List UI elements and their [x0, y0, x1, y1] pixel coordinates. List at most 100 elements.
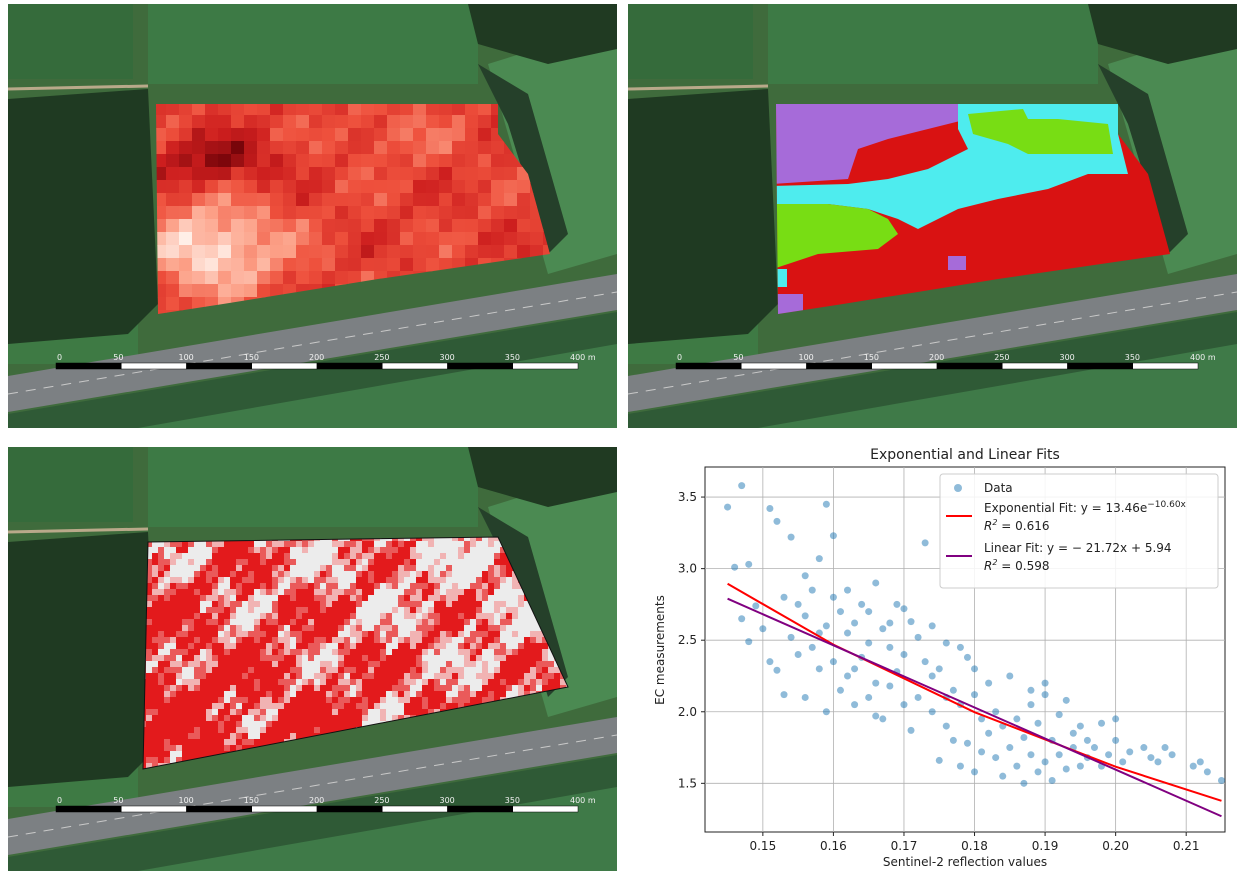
ec-cell — [230, 619, 236, 625]
ec-cell — [158, 559, 164, 565]
ec-cell — [164, 637, 170, 643]
ec-cell — [536, 655, 542, 661]
ec-cell — [320, 583, 326, 589]
ec-cell — [188, 661, 194, 667]
ec-cell — [374, 583, 380, 589]
ec-cell — [410, 679, 416, 685]
ec-cell — [362, 661, 368, 667]
ec-cell — [326, 595, 332, 601]
ec-cell — [212, 709, 218, 715]
ec-cell — [512, 613, 518, 619]
ec-cell — [284, 685, 290, 691]
ec-cell — [290, 655, 296, 661]
data-point — [795, 651, 802, 658]
heat-cell — [413, 258, 427, 272]
ec-cell — [440, 697, 446, 703]
ec-cell — [344, 559, 350, 565]
ec-cell — [158, 751, 164, 757]
ec-cell — [404, 571, 410, 577]
ec-cell — [362, 595, 368, 601]
ec-cell — [368, 715, 374, 721]
ec-cell — [536, 637, 542, 643]
heat-cell — [322, 167, 336, 181]
ec-cell — [260, 625, 266, 631]
ec-cell — [176, 643, 182, 649]
ec-cell — [446, 541, 452, 547]
heat-cell — [491, 219, 505, 233]
ec-cell — [374, 709, 380, 715]
ec-cell — [386, 715, 392, 721]
ec-cell — [440, 643, 446, 649]
ec-cell — [320, 667, 326, 673]
ec-cell — [164, 553, 170, 559]
ec-cell — [248, 541, 254, 547]
ec-cell — [302, 559, 308, 565]
ec-cell — [422, 697, 428, 703]
ec-cell — [242, 631, 248, 637]
ec-cell — [488, 553, 494, 559]
ec-cell — [332, 541, 338, 547]
ec-cell — [290, 649, 296, 655]
figure: 050100150200250300350400 m05010015020025… — [0, 0, 1238, 871]
ec-cell — [254, 697, 260, 703]
ec-cell — [488, 637, 494, 643]
ec-cell — [344, 715, 350, 721]
ec-cell — [428, 625, 434, 631]
ec-cell — [362, 553, 368, 559]
legend-text: Linear Fit: y = − 21.72x + 5.94 — [984, 541, 1172, 555]
ec-cell — [356, 691, 362, 697]
ec-cell — [206, 637, 212, 643]
scale-segment — [252, 806, 317, 812]
ec-cell — [332, 637, 338, 643]
ec-cell — [440, 685, 446, 691]
ec-cell — [266, 667, 272, 673]
ec-cell — [284, 727, 290, 733]
ec-cell — [452, 631, 458, 637]
ec-cell — [182, 589, 188, 595]
ec-cell — [176, 583, 182, 589]
ec-cell — [422, 547, 428, 553]
ec-cell — [410, 577, 416, 583]
ec-cell — [488, 565, 494, 571]
ec-cell — [248, 601, 254, 607]
heat-cell — [218, 245, 232, 259]
ec-cell — [380, 541, 386, 547]
ec-cell — [290, 559, 296, 565]
ec-cell — [470, 601, 476, 607]
ec-cell — [506, 571, 512, 577]
ec-cell — [422, 685, 428, 691]
heat-cell — [400, 102, 414, 116]
ec-cell — [164, 559, 170, 565]
ec-cell — [278, 583, 284, 589]
heat-cell — [478, 154, 492, 168]
legend-text: Data — [984, 481, 1013, 495]
ec-cell — [458, 631, 464, 637]
ec-cell — [242, 565, 248, 571]
heat-cell — [348, 258, 362, 272]
heat-cell — [335, 258, 349, 272]
ec-cell — [464, 661, 470, 667]
ec-cell — [470, 649, 476, 655]
ec-cell — [482, 685, 488, 691]
ec-cell — [392, 637, 398, 643]
ec-cell — [248, 559, 254, 565]
ec-cell — [344, 637, 350, 643]
heat-cell — [335, 102, 349, 116]
ec-cell — [512, 667, 518, 673]
ec-cell — [230, 697, 236, 703]
ec-cell — [344, 625, 350, 631]
ec-cell — [416, 589, 422, 595]
ec-cell — [266, 733, 272, 739]
ec-cell — [428, 547, 434, 553]
ec-cell — [416, 679, 422, 685]
ec-cell — [170, 685, 176, 691]
heat-cell — [387, 180, 401, 194]
ec-cell — [302, 655, 308, 661]
ec-cell — [506, 655, 512, 661]
ec-cell — [338, 589, 344, 595]
ec-cell — [524, 625, 530, 631]
ec-cell — [452, 619, 458, 625]
data-point — [872, 713, 879, 720]
data-point — [1049, 777, 1056, 784]
ec-cell — [380, 613, 386, 619]
